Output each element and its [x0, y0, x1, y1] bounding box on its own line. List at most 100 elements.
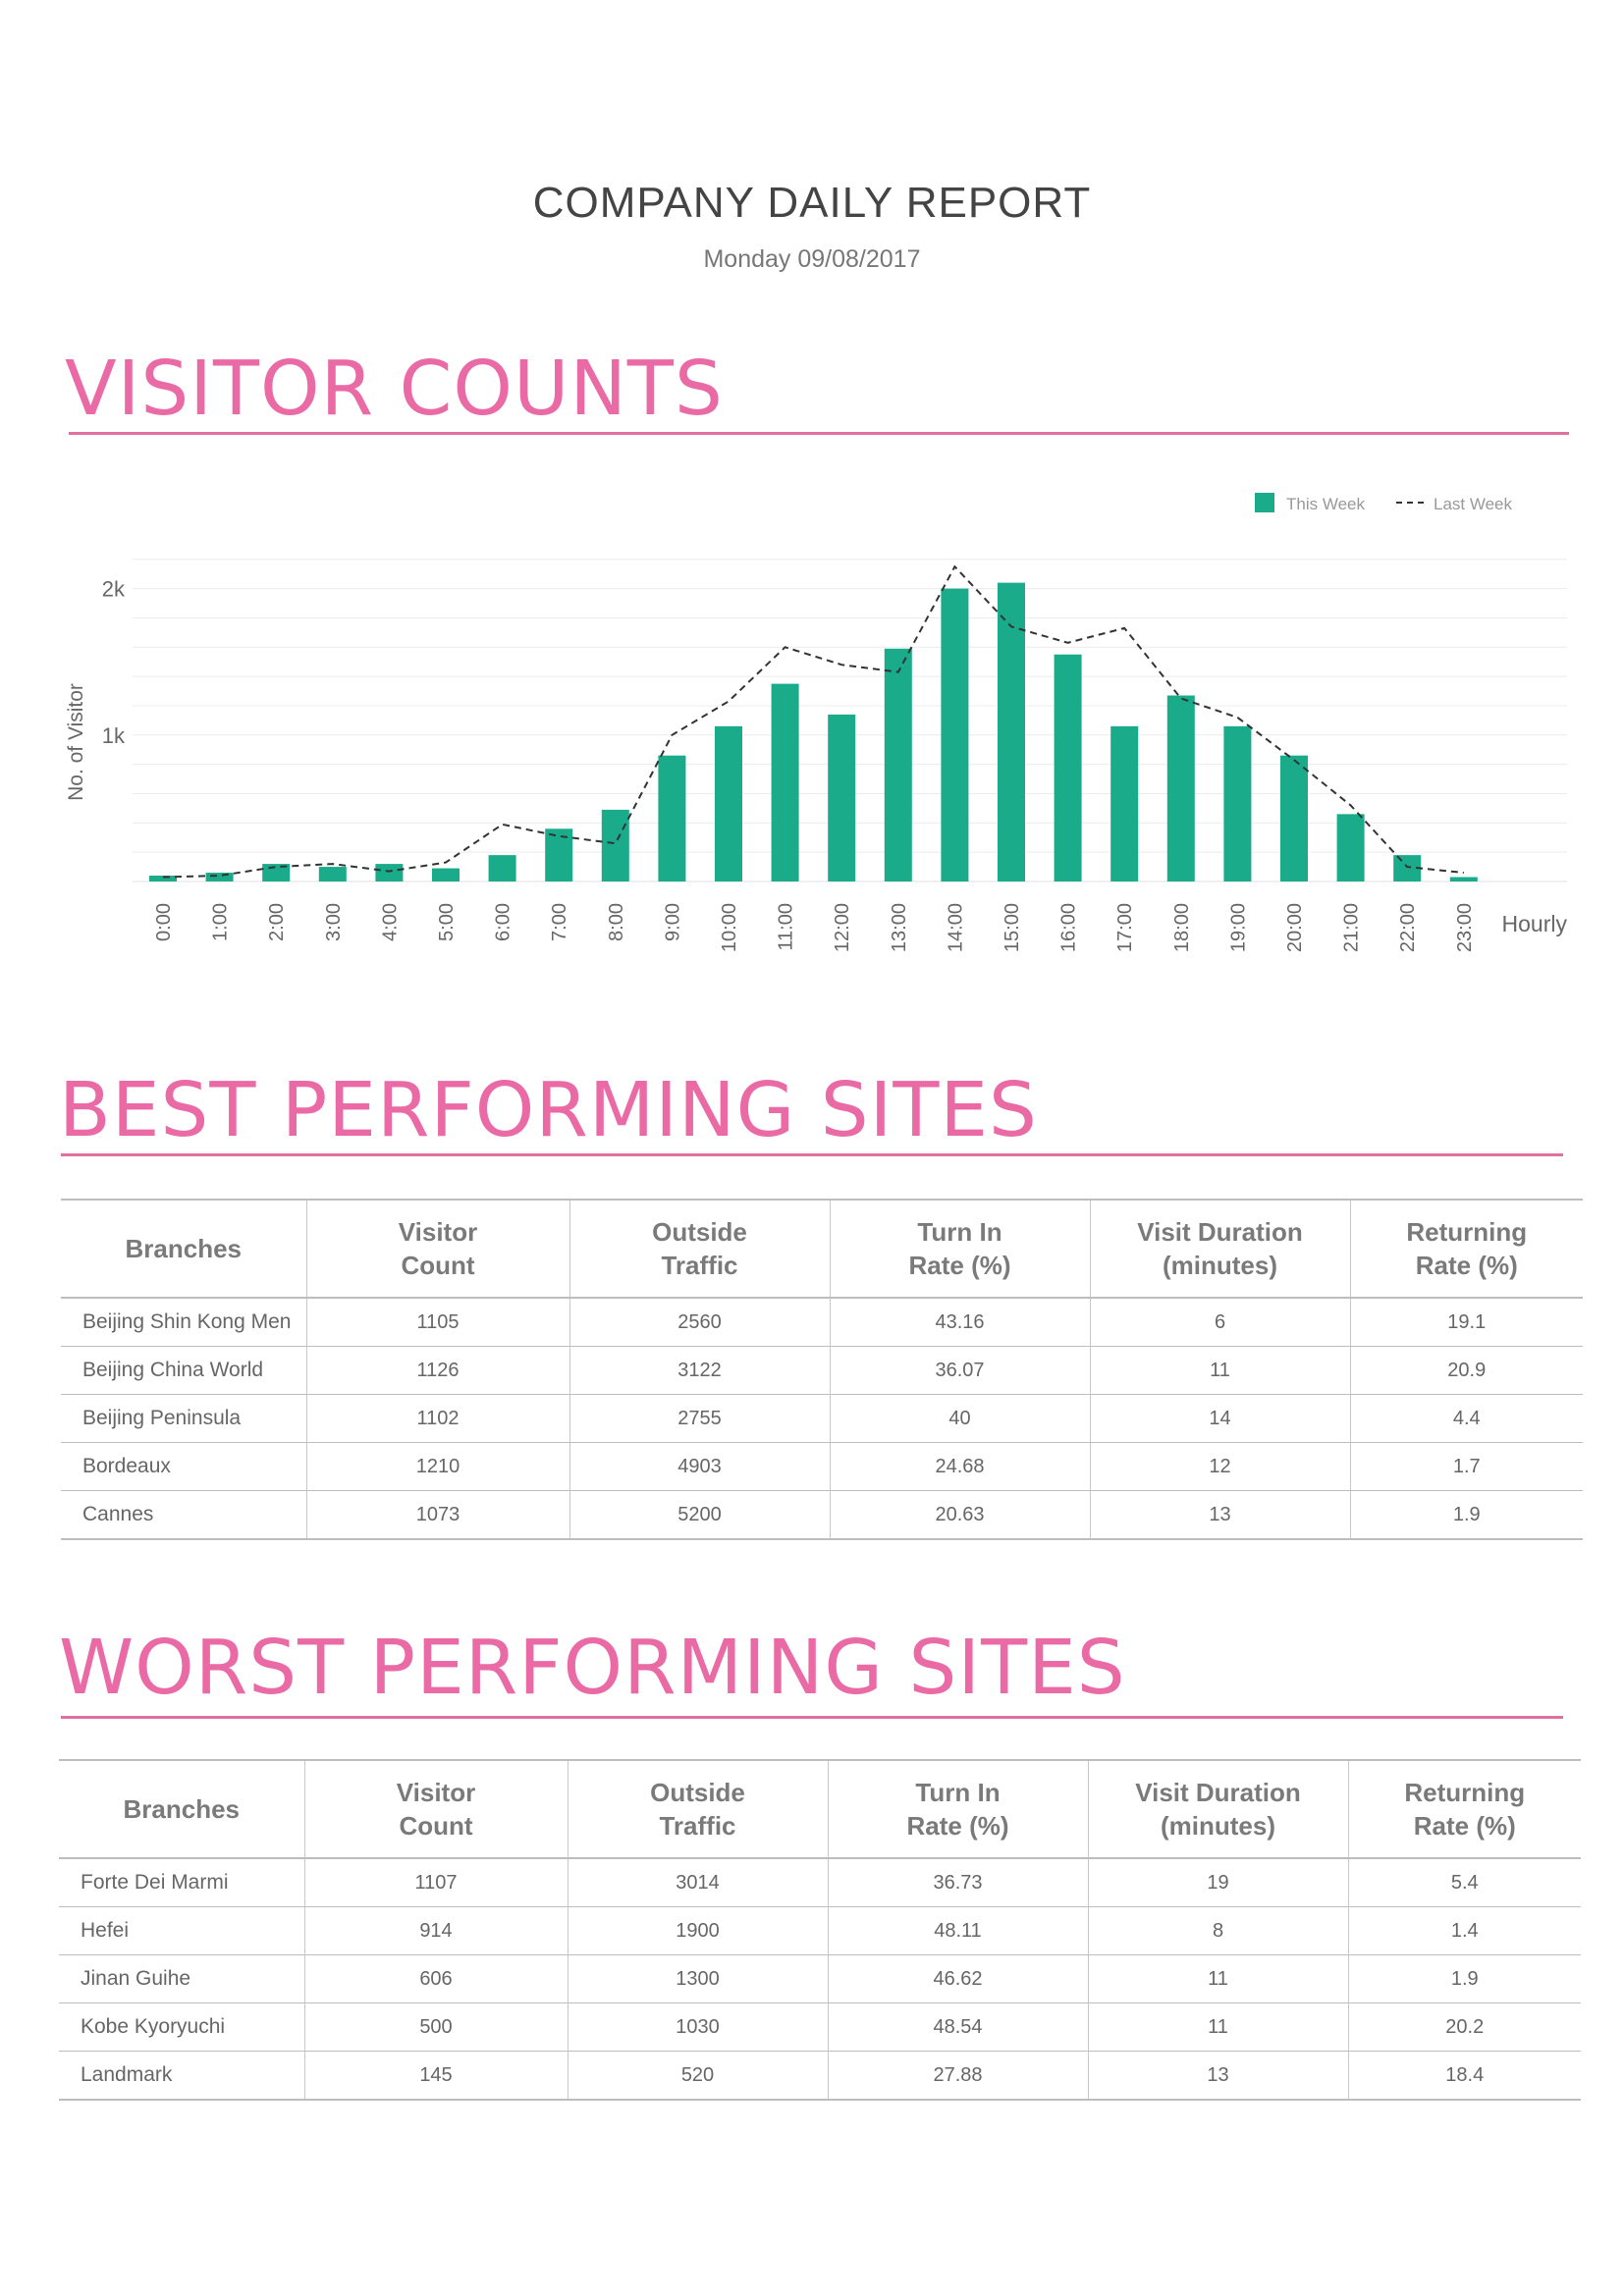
- bar-this-week-2100: [1336, 814, 1365, 881]
- x-tick-label: 3:00: [323, 903, 345, 941]
- x-tick-label: 5:00: [436, 903, 458, 941]
- worst-table-header-cell: Visitor Count: [304, 1760, 568, 1859]
- table-cell: 145: [304, 2051, 568, 2100]
- header-line-1: Returning: [1406, 1217, 1528, 1247]
- best-sites-heading: BEST PERFORMING SITES: [59, 1067, 1038, 1154]
- x-tick-label: 15:00: [1001, 903, 1023, 952]
- report-title: COMPANY DAILY REPORT: [532, 179, 1092, 227]
- table-cell: 1900: [568, 1906, 829, 1955]
- bar-this-week-1900: [1223, 725, 1252, 881]
- x-tick-label: 21:00: [1341, 903, 1363, 952]
- table-cell: 1.9: [1348, 1954, 1581, 2003]
- header-line-1: Returning: [1404, 1778, 1526, 1807]
- table-cell: 1073: [306, 1490, 570, 1539]
- worst-sites-table: Branches Visitor Count Outside Traffic Turn I…: [59, 1759, 1581, 2101]
- legend-swatch-this-week: [1255, 493, 1274, 512]
- worst-table-header-cell: Branches: [59, 1760, 305, 1859]
- x-tick-label: 2:00: [266, 903, 288, 941]
- table-row: Beijing Shin Kong Men 1105 2560 43.16 6 19.1: [61, 1298, 1583, 1347]
- best-table-header-cell: Outside Traffic: [569, 1200, 831, 1299]
- table-row: Bordeaux 1210 4903 24.68 12 1.7: [61, 1442, 1583, 1491]
- x-tick-label: 19:00: [1227, 903, 1249, 952]
- header-line-1: Turn In: [917, 1217, 1002, 1247]
- visitor-chart: 1k 2k No. of Visitor 0:00 1:00 2:00 3:00 4:00 5:…: [65, 493, 1567, 952]
- header-line-1: Outside: [652, 1217, 747, 1247]
- table-cell: 1.9: [1452, 1503, 1481, 1525]
- table-cell: 5.4: [1348, 1858, 1581, 1907]
- table-row: Kobe Kyoryuchi 500 1030 48.54 11 20.2: [59, 2002, 1581, 2052]
- branch-name-cell: Landmark: [59, 2051, 305, 2100]
- table-cell: 1107: [304, 1858, 568, 1907]
- table-cell: 20.2: [1348, 2002, 1581, 2052]
- table-cell: 48.11: [828, 1906, 1089, 1955]
- x-tick-label: 23:00: [1454, 903, 1476, 952]
- table-cell: 1210: [306, 1442, 570, 1491]
- bar-this-week-1600: [1054, 654, 1082, 881]
- header-line-2: Traffic: [659, 1811, 736, 1841]
- header-line-1: Visitor: [398, 1217, 478, 1247]
- table-cell: 11: [1088, 2002, 1349, 2052]
- branch-name-cell: Forte Dei Marmi: [59, 1858, 305, 1907]
- best-table-header-row: Branches Visitor Count Outside Traffic Turn I…: [61, 1200, 1583, 1299]
- bar-this-week-000: [149, 876, 177, 881]
- x-tick-label: 10:00: [719, 903, 740, 952]
- bar-this-week-1000: [715, 725, 742, 881]
- table-cell: 19.1: [1350, 1298, 1583, 1347]
- bar-this-week-1300: [884, 648, 912, 881]
- header-line-2: Count: [401, 1251, 475, 1280]
- x-tick-label: 6:00: [493, 903, 514, 941]
- bar-this-week-300: [318, 867, 347, 881]
- x-tick-label: 13:00: [889, 903, 910, 952]
- table-cell: 48.54: [828, 2002, 1089, 2052]
- table-cell: 27.88: [828, 2051, 1089, 2100]
- legend-label-this-week: This Week: [1286, 495, 1365, 513]
- table-row: Beijing China World 1126 3122 36.07 11 20.9: [61, 1346, 1583, 1395]
- table-cell: 36.07: [830, 1346, 1091, 1395]
- table-cell: 8: [1088, 1906, 1349, 1955]
- bar-this-week-2300: [1449, 877, 1478, 881]
- table-cell: 5200: [569, 1490, 831, 1539]
- branch-name-cell: Cannes: [61, 1490, 307, 1539]
- header-line-1: Visit Duration: [1135, 1778, 1301, 1807]
- header-line-2: (minutes): [1161, 1811, 1275, 1841]
- table-row: Landmark 145 520 27.88 13 18.4: [59, 2051, 1581, 2100]
- best-table-header-cell: Returning Rate (%): [1350, 1200, 1583, 1299]
- table-cell: 606: [304, 1954, 568, 2003]
- bar-this-week-1800: [1166, 695, 1195, 881]
- header-line-1: Visit Duration: [1137, 1217, 1303, 1247]
- bar-this-week-1500: [998, 582, 1025, 881]
- branch-name-cell: Beijing China World: [61, 1346, 307, 1395]
- bar-this-week-1700: [1110, 725, 1139, 881]
- branch-name-cell: Kobe Kyoryuchi: [59, 2002, 305, 2052]
- best-table-header-cell: Turn In Rate (%): [830, 1200, 1091, 1299]
- table-cell: 1105: [306, 1298, 570, 1347]
- header-line-1: Turn In: [915, 1778, 1001, 1807]
- table-cell: 3014: [568, 1858, 829, 1907]
- table-row: Beijing Peninsula 1102 2755 40 14 4.4: [61, 1394, 1583, 1443]
- report-header: COMPANY DAILY REPORT Monday 09/08/2017: [0, 179, 1624, 274]
- bar-this-week-100: [205, 873, 234, 881]
- table-cell: 18.4: [1445, 2063, 1485, 2086]
- report-date: Monday 09/08/2017: [703, 245, 921, 273]
- table-cell: 520: [568, 2051, 829, 2100]
- table-cell: 24.68: [830, 1442, 1091, 1491]
- table-cell: 1102: [306, 1394, 570, 1443]
- table-cell: 1300: [568, 1954, 829, 2003]
- x-tick-label: 11:00: [776, 903, 797, 951]
- branch-name-cell: Beijing Peninsula: [61, 1394, 307, 1443]
- table-row: Cannes 1073 5200 20.63 13 1.9: [61, 1490, 1583, 1539]
- header-line-1: Outside: [650, 1778, 745, 1807]
- table-cell: 40: [830, 1394, 1091, 1443]
- worst-table-header-cell: Turn In Rate (%): [828, 1760, 1089, 1859]
- table-row: Hefei 914 1900 48.11 8 1.4: [59, 1906, 1581, 1955]
- x-tick-label: 22:00: [1397, 903, 1419, 952]
- visitor-counts-rule: [69, 432, 1569, 435]
- branch-name-cell: Beijing Shin Kong Men: [61, 1298, 307, 1347]
- table-cell: 11: [1088, 1954, 1349, 2003]
- table-cell: 11: [1090, 1346, 1351, 1395]
- table-row: Forte Dei Marmi 1107 3014 36.73 19 5.4: [59, 1858, 1581, 1907]
- table-cell: 2560: [569, 1298, 831, 1347]
- table-cell: 36.73: [828, 1858, 1089, 1907]
- y-axis-label: No. of Visitor: [65, 683, 87, 801]
- bar-this-week-800: [601, 809, 629, 881]
